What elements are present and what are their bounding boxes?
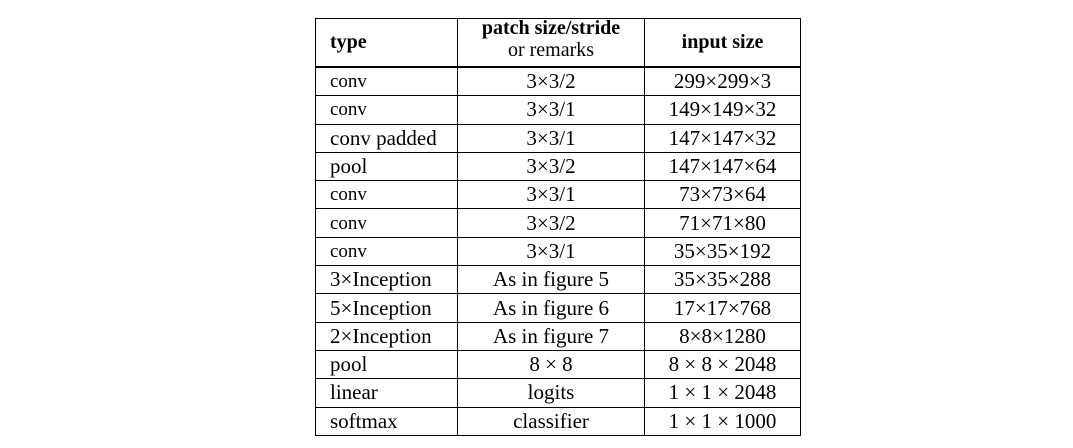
cell-type: 3×Inception	[315, 265, 458, 295]
cell-input: 299×299×3	[644, 66, 801, 97]
table-row: softmax classifier 1 × 1 × 1000	[315, 406, 801, 436]
table-row: 5×Inception As in figure 6 17×17×768	[315, 293, 801, 323]
cell-input: 35×35×192	[644, 236, 801, 267]
table-row: pool 8 × 8 8 × 8 × 2048	[315, 349, 801, 380]
table-row: 2×Inception As in figure 7 8×8×1280	[315, 321, 801, 351]
header-type: type	[315, 18, 458, 68]
header-patch-line1: patch size/stride	[481, 16, 621, 39]
cell-patch: 3×3/1	[457, 123, 645, 153]
cell-type: 5×Inception	[315, 293, 458, 323]
cell-input: 1 × 1 × 2048	[644, 378, 801, 408]
cell-type: 2×Inception	[315, 321, 458, 351]
cell-patch: 3×3/2	[457, 151, 645, 182]
cell-type: conv	[315, 95, 458, 125]
table-row: conv padded 3×3/1 147×147×32	[315, 123, 801, 153]
cell-type: linear	[315, 378, 458, 408]
cell-patch: classifier	[457, 406, 645, 436]
cell-type: conv padded	[315, 123, 458, 153]
cell-type: conv	[315, 208, 458, 238]
cell-patch: 3×3/1	[457, 236, 645, 267]
cell-input: 35×35×288	[644, 265, 801, 295]
table-row: conv 3×3/1 73×73×64	[315, 180, 801, 210]
cell-input: 71×71×80	[644, 208, 801, 238]
cell-patch: 3×3/1	[457, 180, 645, 210]
header-patch-size: patch size/stride or remarks	[457, 16, 645, 68]
table-row: pool 3×3/2 147×147×64	[315, 151, 801, 182]
cell-type: conv	[315, 180, 458, 210]
cell-input: 149×149×32	[644, 95, 801, 125]
cell-input: 147×147×32	[644, 123, 801, 153]
architecture-table: type patch size/stride or remarks input …	[315, 16, 801, 436]
cell-patch: 3×3/2	[457, 66, 645, 97]
table-row: conv 3×3/2 71×71×80	[315, 208, 801, 238]
cell-input: 17×17×768	[644, 293, 801, 323]
architecture-table-container: type patch size/stride or remarks input …	[315, 16, 801, 436]
cell-patch: As in figure 6	[457, 293, 645, 323]
table-row: linear logits 1 × 1 × 2048	[315, 378, 801, 408]
cell-type: conv	[315, 236, 458, 267]
cell-input: 8×8×1280	[644, 321, 801, 351]
cell-input: 73×73×64	[644, 180, 801, 210]
cell-patch: As in figure 5	[457, 265, 645, 295]
cell-type: pool	[315, 349, 458, 380]
cell-type: conv	[315, 66, 458, 97]
table-row: conv 3×3/2 299×299×3	[315, 66, 801, 97]
cell-input: 1 × 1 × 1000	[644, 406, 801, 436]
cell-input: 147×147×64	[644, 151, 801, 182]
cell-patch: 3×3/1	[457, 95, 645, 125]
header-patch-line2: or remarks	[507, 38, 595, 61]
cell-patch: 8 × 8	[457, 349, 645, 380]
cell-type: pool	[315, 151, 458, 182]
cell-patch: 3×3/2	[457, 208, 645, 238]
table-row: conv 3×3/1 35×35×192	[315, 236, 801, 267]
table-row: conv 3×3/1 149×149×32	[315, 95, 801, 125]
cell-input: 8 × 8 × 2048	[644, 349, 801, 380]
cell-type: softmax	[315, 406, 458, 436]
table-header-row: type patch size/stride or remarks input …	[315, 16, 801, 68]
table-row: 3×Inception As in figure 5 35×35×288	[315, 265, 801, 295]
cell-patch: logits	[457, 378, 645, 408]
cell-patch: As in figure 7	[457, 321, 645, 351]
header-input-size: input size	[644, 18, 801, 68]
